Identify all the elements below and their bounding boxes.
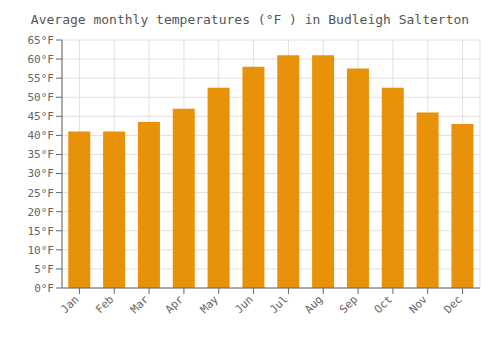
svg-text:Sep: Sep [337, 293, 360, 316]
svg-text:45°F: 45°F [28, 110, 55, 123]
svg-text:0°F: 0°F [34, 282, 54, 295]
svg-text:Dec: Dec [441, 293, 464, 316]
svg-text:15°F: 15°F [28, 225, 55, 238]
svg-text:55°F: 55°F [28, 72, 55, 85]
svg-text:50°F: 50°F [28, 91, 55, 104]
svg-text:Mar: Mar [128, 293, 152, 317]
html-text:Average monthly temperatures (: Average monthly temperatures (°F ) in Bu… [30, 12, 470, 27]
svg-text:Aug: Aug [302, 293, 325, 316]
svg-text:40°F: 40°F [28, 129, 55, 142]
svg-text:30°F: 30°F [28, 167, 55, 180]
svg-text:20°F: 20°F [28, 206, 55, 219]
svg-text:May: May [198, 293, 222, 317]
svg-text:Nov: Nov [407, 293, 431, 317]
svg-text:Jan: Jan [58, 293, 81, 316]
svg-text:Jul: Jul [267, 293, 290, 316]
svg-text:5°F: 5°F [34, 263, 54, 276]
svg-text:Feb: Feb [93, 293, 116, 316]
svg-text:25°F: 25°F [28, 187, 55, 200]
svg-text:60°F: 60°F [28, 53, 55, 66]
svg-text:Jun: Jun [232, 293, 255, 316]
svg-text:10°F: 10°F [28, 244, 55, 257]
svg-text:65°F: 65°F [28, 34, 55, 47]
svg-text:35°F: 35°F [28, 148, 55, 161]
svg-text:Oct: Oct [372, 293, 395, 316]
svg-text:Apr: Apr [163, 293, 187, 317]
